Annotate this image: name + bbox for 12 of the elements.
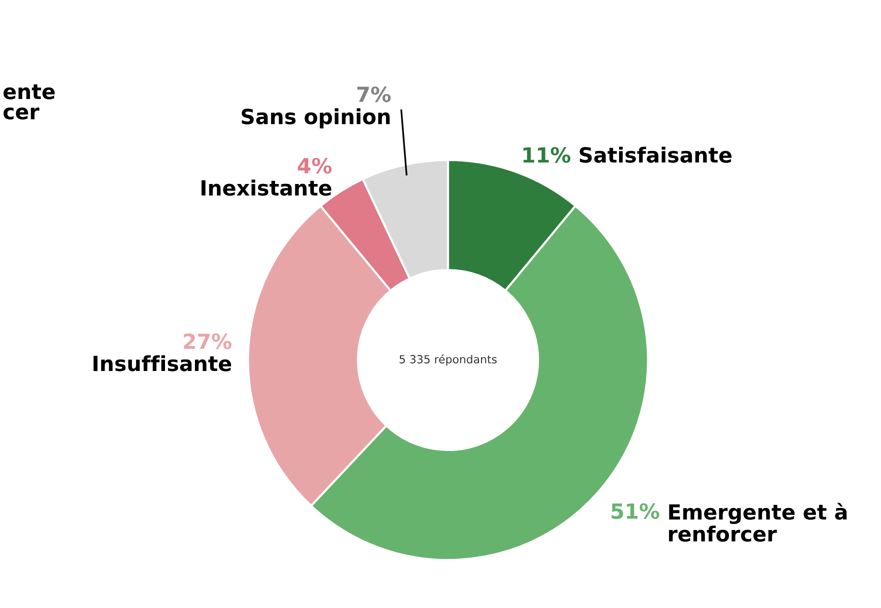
text: 5 335 répondants: [400, 354, 497, 366]
slice-label: Emergente et à renforcer: [669, 502, 847, 542]
slice-label: Inexistante: [202, 180, 332, 196]
data-label: 27%: [184, 333, 232, 350]
slice-label: Insuffisante: [94, 355, 232, 372]
text: ente cer: [4, 84, 55, 120]
data-label: 4%: [298, 158, 332, 174]
data-label: 51%: [612, 503, 660, 519]
data-label: 11%: [524, 147, 570, 163]
slice-label: Satisfaisante: [580, 146, 732, 163]
data-label: 7%: [357, 86, 391, 102]
slice-label: Sans opinion: [242, 108, 390, 128]
